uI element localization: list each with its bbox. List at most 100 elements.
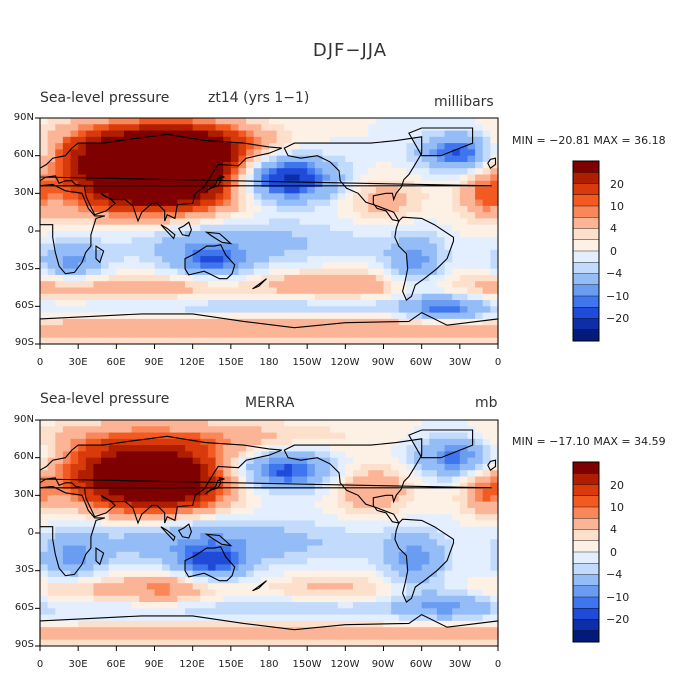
contour-cell [291, 558, 301, 565]
contour-cell [70, 199, 79, 207]
contour-cell [261, 268, 270, 276]
contour-cell [391, 218, 400, 226]
contour-cell [108, 620, 117, 628]
contour-cell [307, 633, 316, 641]
panel-1-units: millibars [434, 94, 494, 110]
contour-cell [131, 287, 140, 295]
contour-cell [131, 595, 140, 603]
contour-cell [291, 570, 301, 578]
contour-cell [299, 174, 308, 182]
contour-cell [162, 551, 171, 559]
contour-cell [337, 212, 346, 220]
contour-cell [230, 526, 240, 534]
contour-cell [55, 533, 64, 540]
contour-cell [123, 551, 133, 559]
contour-cell [215, 545, 224, 553]
panel-2-units: mb [475, 395, 498, 411]
contour-cell [475, 633, 484, 641]
contour-cell [108, 249, 117, 257]
contour-cell [192, 514, 201, 522]
contour-cell [154, 237, 163, 245]
contour-cell [490, 526, 499, 534]
contour-cell [131, 161, 140, 169]
contour-cell [185, 237, 194, 245]
contour-cell [406, 545, 415, 553]
contour-cell [123, 124, 133, 132]
contour-cell [368, 426, 377, 434]
contour-cell [85, 143, 95, 150]
contour-cell [421, 438, 430, 446]
contour-cell [490, 256, 499, 263]
contour-cell [200, 482, 209, 490]
contour-cell [436, 583, 446, 591]
contour-cell [436, 576, 446, 584]
contour-cell [330, 155, 339, 163]
contour-cell [414, 199, 423, 207]
contour-cell [314, 633, 324, 641]
contour-cell [139, 482, 148, 490]
contour-cell [78, 124, 87, 132]
contour-cell [169, 318, 178, 326]
contour-cell [123, 558, 133, 565]
contour-cell [383, 155, 392, 163]
contour-cell [452, 627, 461, 635]
contour-cell [269, 205, 278, 213]
p2-lon-label: 180 [259, 659, 279, 670]
contour-cell [269, 507, 278, 515]
contour-cell [108, 136, 117, 144]
contour-cell [314, 526, 324, 534]
contour-cell [337, 608, 346, 616]
contour-cell [421, 143, 430, 150]
contour-cell [40, 507, 49, 515]
contour-cell [284, 501, 293, 509]
contour-cell [238, 489, 247, 496]
contour-cell [276, 256, 285, 263]
contour-cell [383, 300, 392, 307]
contour-cell [337, 570, 346, 578]
contour-cell [398, 438, 407, 446]
contour-cell [192, 312, 201, 320]
contour-cell [116, 426, 125, 434]
contour-cell [70, 627, 79, 635]
contour-cell [291, 224, 301, 232]
contour-cell [421, 614, 430, 622]
contour-cell [383, 463, 392, 471]
contour-cell [146, 136, 156, 144]
contour-cell [116, 124, 125, 132]
contour-cell [391, 620, 400, 628]
contour-cell [299, 451, 308, 459]
contour-cell [383, 432, 392, 440]
contour-cell [284, 526, 293, 534]
contour-cell [330, 620, 339, 628]
contour-cell [444, 558, 453, 565]
contour-cell [177, 168, 186, 176]
contour-cell [223, 589, 232, 597]
contour-cell [269, 136, 278, 144]
contour-cell [177, 205, 186, 213]
contour-cell [230, 576, 240, 584]
contour-cell [398, 426, 407, 434]
contour-cell [177, 249, 186, 257]
contour-cell [452, 212, 461, 220]
contour-cell [482, 426, 491, 434]
contour-cell [383, 445, 392, 452]
contour-cell [375, 545, 385, 553]
contour-cell [291, 495, 301, 503]
contour-cell [452, 514, 461, 522]
contour-cell [482, 325, 491, 333]
contour-cell [116, 262, 125, 270]
contour-cell [482, 551, 491, 559]
contour-cell [368, 300, 377, 307]
contour-cell [330, 514, 339, 522]
contour-cell [261, 533, 270, 540]
contour-cell [230, 318, 240, 326]
contour-cell [352, 595, 362, 603]
contour-cell [192, 570, 201, 578]
contour-cell [93, 602, 102, 609]
contour-cell [269, 337, 278, 345]
contour-cell [154, 426, 163, 434]
contour-cell [337, 558, 346, 565]
contour-cell [146, 256, 156, 263]
contour-cell [482, 268, 491, 276]
contour-cell [101, 564, 110, 572]
